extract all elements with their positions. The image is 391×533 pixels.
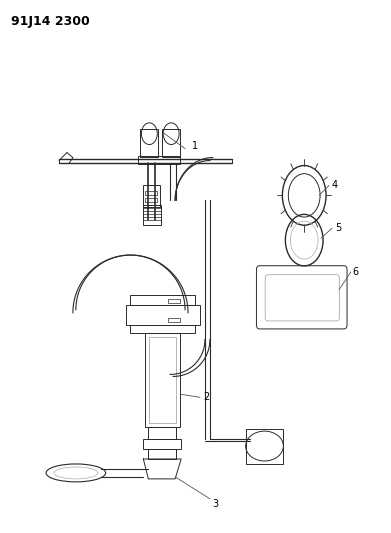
- Text: 1: 1: [192, 141, 198, 151]
- Bar: [246, 429, 283, 464]
- Bar: [145, 191, 157, 196]
- Text: 6: 6: [353, 267, 359, 277]
- Bar: [143, 439, 181, 449]
- Text: 2: 2: [203, 392, 209, 402]
- Bar: [148, 449, 176, 459]
- Bar: [138, 156, 180, 164]
- Bar: [145, 198, 157, 203]
- Bar: [131, 295, 195, 305]
- Bar: [168, 318, 180, 322]
- Bar: [131, 325, 195, 333]
- Bar: [126, 305, 200, 325]
- Bar: [149, 337, 176, 423]
- Text: 5: 5: [335, 223, 341, 233]
- Bar: [168, 299, 180, 303]
- Text: 91J14 2300: 91J14 2300: [11, 14, 90, 28]
- Bar: [145, 333, 180, 427]
- Text: 3: 3: [212, 499, 218, 509]
- Bar: [143, 185, 160, 207]
- Bar: [140, 129, 158, 157]
- Text: 4: 4: [332, 181, 338, 190]
- Bar: [162, 129, 180, 157]
- Bar: [148, 427, 176, 439]
- Bar: [143, 205, 161, 225]
